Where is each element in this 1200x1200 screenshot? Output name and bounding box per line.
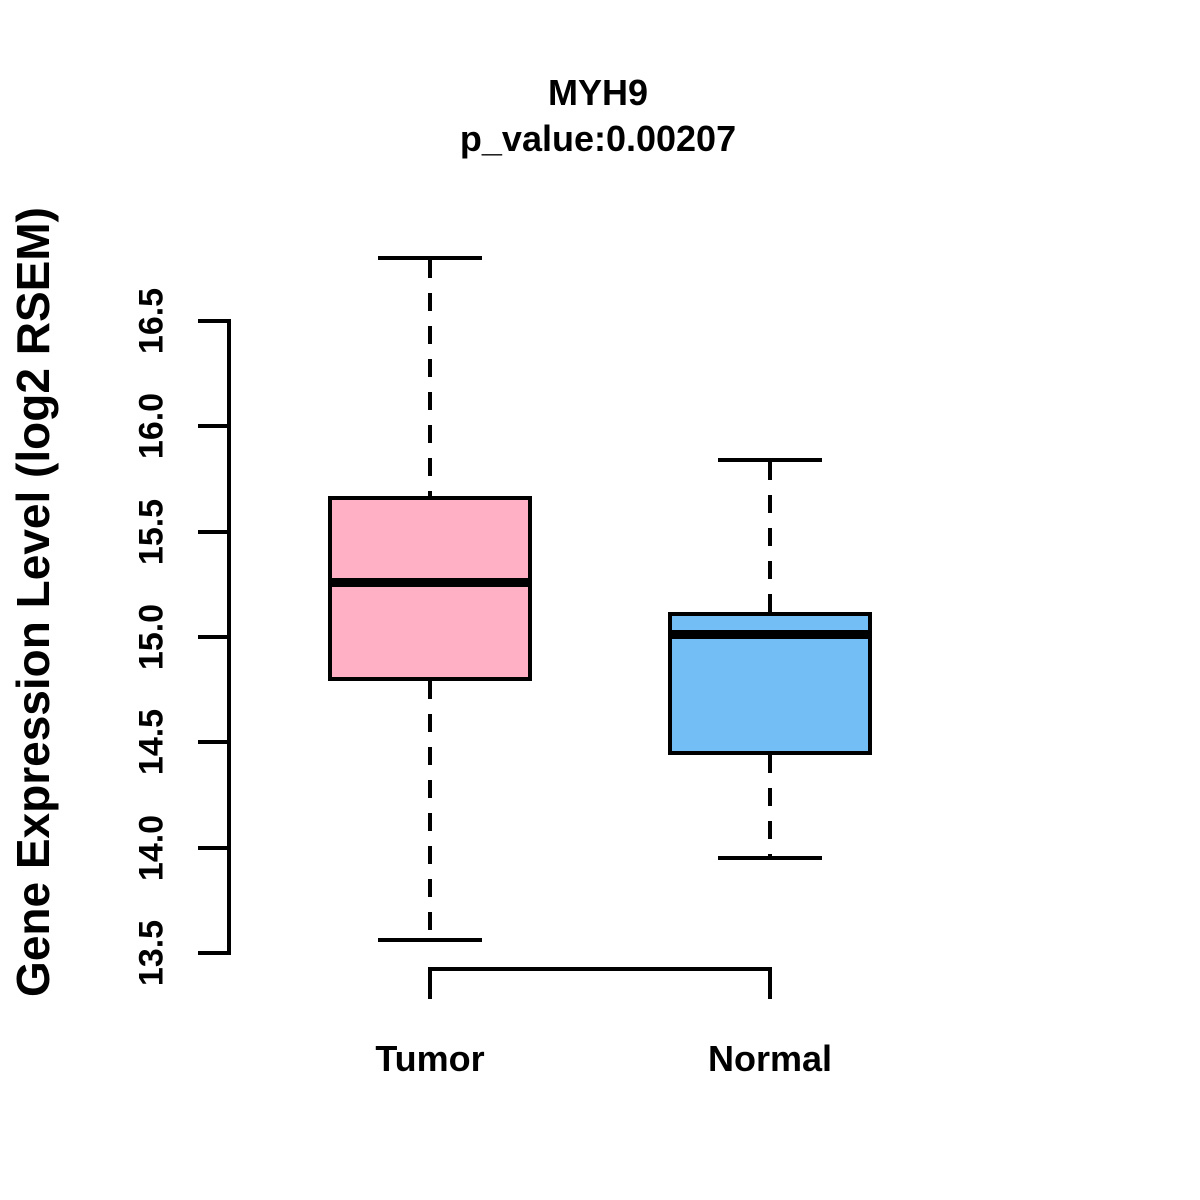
category-label-tumor: Tumor — [375, 1038, 485, 1079]
y-axis-line — [227, 319, 231, 955]
y-axis-tick-label: 14.0 — [132, 814, 171, 881]
median-line — [668, 630, 872, 640]
upper-whisker-cap — [718, 458, 822, 463]
y-axis-tick — [198, 635, 229, 639]
lower-whisker — [768, 754, 772, 857]
y-axis-tick — [198, 740, 229, 745]
y-axis-tick-label: 16.5 — [132, 287, 171, 355]
y-axis-tick — [198, 951, 229, 955]
y-axis-tick — [198, 845, 229, 850]
y-axis-tick-label: 14.5 — [132, 709, 171, 776]
y-axis-tick-label: 15.5 — [132, 498, 171, 565]
y-axis-tick-label: 16.0 — [132, 393, 171, 460]
y-axis-tick — [198, 319, 229, 323]
chart-title: MYH9 — [547, 72, 649, 113]
x-axis-tick — [428, 967, 432, 999]
box-tumor — [328, 495, 532, 682]
lower-whisker-cap — [378, 938, 482, 943]
y-axis-tick — [198, 529, 229, 534]
x-axis-line — [430, 967, 770, 971]
lower-whisker-cap — [718, 856, 822, 861]
upper-whisker-cap — [378, 255, 482, 260]
y-axis-tick — [198, 424, 229, 429]
category-label-normal: Normal — [707, 1038, 833, 1079]
lower-whisker — [428, 681, 432, 939]
y-axis-tick-label: 13.5 — [132, 919, 171, 987]
upper-whisker — [768, 462, 772, 612]
chart-subtitle: p_value:0.00207 — [459, 118, 737, 159]
upper-whisker — [428, 259, 432, 496]
x-axis-tick — [768, 967, 772, 999]
median-line — [328, 577, 532, 587]
y-axis-tick-label: 15.0 — [132, 603, 171, 671]
